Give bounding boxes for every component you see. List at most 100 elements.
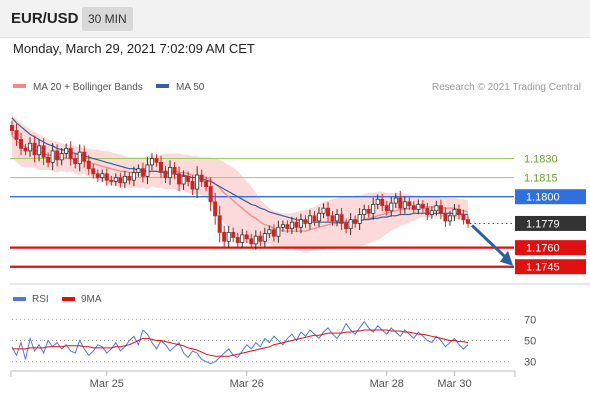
- candle-body: [258, 235, 263, 242]
- level-label-1.1830: 1.1830: [524, 154, 558, 166]
- candle-body: [86, 160, 91, 170]
- candle-body: [222, 231, 227, 242]
- candle-body: [28, 142, 33, 152]
- level-tag-1.1800: [515, 189, 586, 205]
- candle-body: [82, 151, 87, 162]
- candle-body: [330, 215, 335, 222]
- candle-body: [307, 215, 312, 224]
- candle-body: [213, 201, 218, 217]
- candle-body: [217, 215, 222, 233]
- candle-body: [353, 219, 358, 224]
- candle-body: [149, 158, 154, 166]
- level-tag-1.1779: [515, 215, 586, 231]
- candle-body: [91, 168, 96, 175]
- instrument-pair: EUR/USD: [11, 10, 79, 27]
- candle-body: [95, 173, 100, 179]
- candle-body: [68, 147, 73, 159]
- forecast-arrow-head: [500, 250, 513, 266]
- candle-body: [64, 147, 69, 154]
- candle-body: [416, 203, 421, 210]
- candle-body: [438, 205, 443, 214]
- candle-body: [77, 151, 82, 165]
- candle-body: [357, 214, 362, 224]
- candle-body: [326, 207, 331, 217]
- candle-body: [32, 142, 37, 156]
- x-tick-label: Mar 26: [230, 378, 264, 390]
- candle-body: [456, 209, 461, 215]
- candle-body: [434, 205, 439, 212]
- candle-body: [186, 175, 191, 182]
- candle-body: [298, 219, 303, 228]
- candle-body: [344, 223, 349, 229]
- candle-body: [9, 125, 14, 131]
- watermark: Research © 2021 Trading Central: [432, 82, 581, 93]
- level-label-1.1815: 1.1815: [524, 173, 558, 185]
- timeframe-button[interactable]: 30 MIN: [82, 7, 133, 31]
- legend-label: MA 20 + Bollinger Bands: [33, 82, 143, 93]
- candle-body: [118, 177, 123, 184]
- candle-body: [168, 167, 173, 179]
- candle-body: [50, 150, 55, 163]
- candle-body: [271, 229, 276, 237]
- candle-body: [104, 173, 109, 181]
- candle-body: [452, 209, 457, 217]
- candle-body: [244, 234, 249, 240]
- candle-body: [55, 150, 60, 161]
- candle-body: [262, 233, 267, 242]
- rsi-legend-swatch-rsi: [13, 297, 26, 301]
- candle-body: [235, 237, 240, 243]
- candle-body: [46, 156, 51, 163]
- candle-body: [371, 203, 376, 214]
- candle-body: [335, 214, 340, 222]
- candle-body: [425, 207, 430, 215]
- candle-body: [465, 219, 470, 224]
- candle-body: [231, 231, 236, 238]
- candle-body: [136, 168, 141, 173]
- candle-body: [447, 215, 452, 222]
- candle-body: [145, 164, 150, 177]
- candle-body: [195, 174, 200, 190]
- candle-body: [348, 219, 353, 229]
- candle-body: [100, 173, 105, 179]
- candle-body: [190, 181, 195, 190]
- candle-body: [113, 177, 118, 182]
- candle-body: [122, 175, 127, 184]
- chart-datetime: Monday, March 29, 2021 7:02:09 AM CET: [13, 41, 255, 56]
- candle-body: [131, 172, 136, 181]
- forecast-arrow-shaft: [470, 224, 507, 258]
- header-bar: EUR/USD 30 MIN: [0, 0, 590, 38]
- level-label-1.1800: 1.1800: [526, 192, 560, 204]
- candle-body: [19, 139, 24, 149]
- candle-body: [339, 214, 344, 224]
- candle-body: [380, 198, 385, 207]
- rsi-tick-label: 50: [524, 336, 536, 348]
- rsi-line: [11, 320, 469, 365]
- candle-body: [362, 209, 367, 215]
- candle-body: [37, 145, 42, 156]
- candle-body: [181, 175, 186, 185]
- candle-body: [429, 210, 434, 215]
- rsi-9ma-line: [12, 329, 469, 357]
- rsi-legend-label: 9MA: [81, 294, 102, 305]
- level-tag-1.1745: [515, 259, 586, 275]
- candle-body: [73, 158, 78, 165]
- candle-body: [267, 229, 272, 235]
- candle-body: [199, 174, 204, 182]
- bollinger-band: [12, 115, 468, 253]
- candle-body: [59, 153, 64, 161]
- x-tick-label: Mar 25: [90, 378, 124, 390]
- candle-body: [177, 173, 182, 185]
- legend-swatch-ma20: [13, 84, 26, 88]
- legend-label: MA 50: [176, 82, 205, 93]
- candle-body: [407, 201, 412, 207]
- candle-body: [14, 130, 19, 140]
- candle-body: [375, 198, 380, 205]
- candle-body: [208, 186, 213, 203]
- rsi-legend-label: RSI: [32, 294, 49, 305]
- candle-body: [389, 202, 394, 212]
- level-tag-1.1760: [515, 240, 586, 256]
- candle-body: [294, 221, 299, 228]
- candle-body: [393, 197, 398, 204]
- candle-body: [276, 226, 281, 237]
